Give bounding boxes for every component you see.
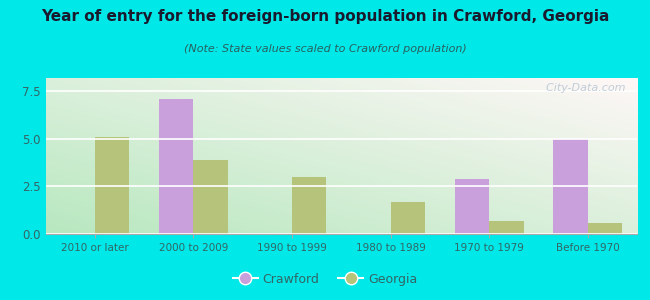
Bar <box>194 160 228 234</box>
Bar <box>489 221 524 234</box>
Bar <box>588 223 622 234</box>
Bar <box>553 139 588 234</box>
Bar <box>95 137 129 234</box>
Legend: Crawford, Georgia: Crawford, Georgia <box>227 268 422 291</box>
Text: Year of entry for the foreign-born population in Crawford, Georgia: Year of entry for the foreign-born popul… <box>41 9 609 24</box>
Bar <box>391 202 425 234</box>
Text: City-Data.com: City-Data.com <box>539 83 625 93</box>
Bar <box>454 179 489 234</box>
Text: (Note: State values scaled to Crawford population): (Note: State values scaled to Crawford p… <box>183 44 467 53</box>
Bar <box>292 177 326 234</box>
Bar <box>159 99 194 234</box>
